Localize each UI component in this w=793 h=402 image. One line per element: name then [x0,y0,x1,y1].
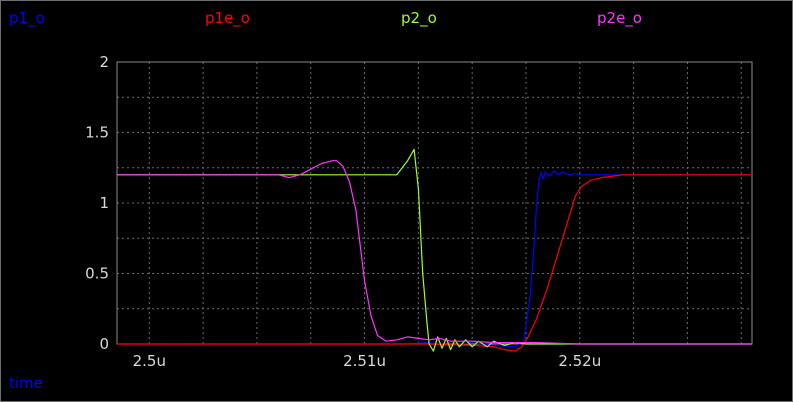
x-axis-label: time [9,374,43,392]
legend-item-p1-o[interactable]: p1_o [9,9,45,27]
grid [117,62,752,344]
x-tick-label: 2.52u [558,352,601,370]
legend-item-p1e-o[interactable]: p1e_o [205,9,250,27]
y-tick-label: 2 [99,53,109,71]
y-tick-label: 0.5 [85,265,109,283]
tick-labels: 0 0.5 1 1.5 2 2.5u 2.51u 2.52u [85,53,601,370]
y-tick-label: 0 [99,335,109,353]
y-tick-label: 1.5 [85,124,109,142]
legend-item-p2e-o[interactable]: p2e_o [597,9,642,27]
y-tick-label: 1 [99,194,109,212]
series-lines [117,148,752,352]
x-tick-label: 2.51u [343,352,386,370]
series-line-p1-o [117,170,752,348]
legend-item-p2-o[interactable]: p2_o [401,9,437,27]
series-line-p1e-o [117,174,752,352]
series-line-p2e-o [117,160,752,345]
series-line-p2-o [117,148,752,352]
x-tick-label: 2.5u [133,352,166,370]
